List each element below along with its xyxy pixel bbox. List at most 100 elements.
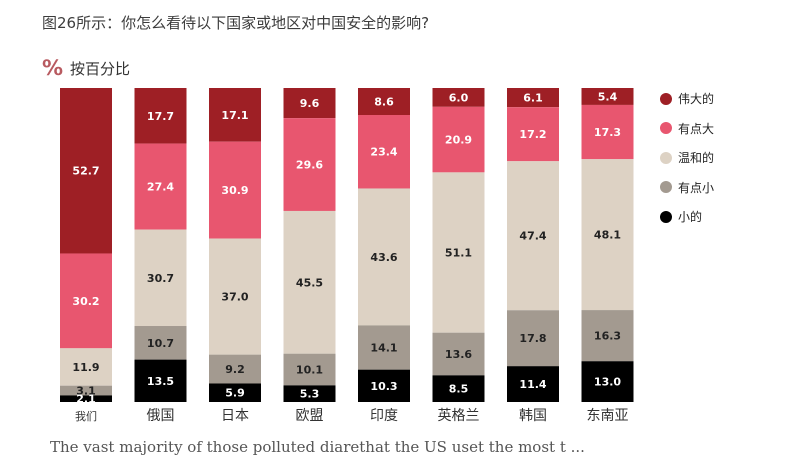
data-label: 10.3 — [370, 380, 397, 393]
legend-swatch-icon — [660, 122, 672, 135]
bar-segment — [209, 354, 261, 384]
legend-item: 有点大 — [660, 114, 714, 144]
data-label: 5.3 — [300, 388, 320, 401]
legend-item: 温和的 — [660, 143, 714, 173]
bar-segment — [358, 115, 410, 189]
legend-label: 小的 — [678, 210, 703, 225]
bar-segment — [134, 359, 187, 402]
legend-label: 温和的 — [678, 151, 715, 166]
footer-text: The vast majority of those polluted diar… — [50, 438, 585, 456]
bar-segment — [358, 88, 410, 116]
bar-segment — [432, 375, 485, 402]
bar-segment — [283, 353, 336, 386]
category-label: 印度 — [370, 408, 398, 424]
bar-segment — [507, 366, 559, 402]
legend-item: 伟大的 — [660, 84, 714, 114]
data-label: 10.7 — [147, 337, 174, 350]
data-label: 17.1 — [221, 109, 248, 122]
bar-segment — [60, 88, 112, 254]
chart-legend: 伟大的 有点大 温和的 有点小 小的 — [660, 84, 714, 232]
bar-segment — [283, 88, 336, 119]
data-label: 11.4 — [519, 378, 546, 391]
bar-segment — [60, 253, 112, 349]
percent-icon: % — [42, 56, 64, 80]
data-label: 17.8 — [519, 332, 546, 345]
data-label: 5.4 — [598, 90, 618, 103]
bar-segment — [507, 161, 559, 311]
data-label: 3.1 — [76, 385, 96, 398]
data-label: 29.6 — [296, 159, 323, 172]
bar-segment — [507, 107, 559, 162]
legend-swatch-icon — [660, 210, 672, 223]
data-label: 5.9 — [225, 387, 245, 400]
bar-segment — [134, 143, 187, 230]
bar-segment — [209, 238, 261, 355]
data-label: 2.1 — [76, 393, 96, 406]
bar-segment — [209, 383, 261, 402]
legend-label: 伟大的 — [678, 92, 715, 107]
data-label: 30.7 — [147, 272, 174, 285]
data-label: 48.1 — [594, 229, 621, 242]
data-label: 47.4 — [519, 230, 546, 243]
data-label: 16.3 — [594, 330, 621, 343]
bar-segment — [432, 88, 485, 107]
bar-segment — [432, 172, 485, 333]
data-label: 8.5 — [449, 383, 469, 396]
data-label: 27.4 — [147, 181, 174, 194]
bar-segment — [209, 141, 261, 239]
data-label: 9.6 — [300, 97, 320, 110]
data-label: 10.1 — [296, 364, 323, 377]
data-label: 13.5 — [147, 375, 174, 388]
bar-segment — [134, 326, 187, 360]
legend-item: 有点小 — [660, 173, 714, 203]
bar-segment — [581, 361, 634, 402]
bar-segment — [432, 106, 485, 173]
bar-segment — [507, 88, 559, 108]
bar-segment — [60, 348, 112, 386]
bar-segment — [134, 229, 187, 327]
data-label: 30.9 — [221, 184, 248, 197]
data-label: 11.9 — [72, 361, 99, 374]
bar-segment — [358, 325, 410, 370]
data-label: 17.3 — [594, 126, 621, 139]
category-label: 东南亚 — [587, 408, 629, 424]
legend-swatch-icon — [660, 181, 672, 194]
unit-label: 按百分比 — [70, 60, 131, 78]
data-label: 6.0 — [449, 91, 469, 104]
bar-segment — [283, 385, 336, 402]
bar-segment — [209, 88, 261, 142]
bar-segment — [581, 159, 634, 311]
data-label: 43.6 — [370, 251, 397, 264]
bar-segment — [507, 310, 559, 367]
data-label: 23.4 — [370, 146, 397, 159]
data-label: 6.1 — [523, 92, 543, 105]
data-label: 8.6 — [374, 96, 394, 109]
bar-segment — [60, 385, 112, 396]
data-label: 30.2 — [72, 295, 99, 308]
bar-segment — [283, 118, 336, 211]
bar-segment — [432, 332, 485, 376]
category-label: 英格兰 — [438, 407, 480, 424]
data-label: 45.5 — [296, 276, 323, 289]
data-label: 13.0 — [594, 376, 621, 389]
data-label: 9.2 — [225, 363, 245, 376]
data-label: 37.0 — [221, 291, 248, 304]
category-label: 韩国 — [519, 408, 547, 424]
chart-title: 图26所示：你怎么看待以下国家或地区对中国安全的影响? — [42, 14, 430, 32]
data-label: 51.1 — [445, 247, 472, 260]
data-label: 13.6 — [445, 348, 472, 361]
data-label: 20.9 — [445, 134, 472, 147]
legend-label: 有点大 — [678, 121, 715, 136]
category-label: 俄国 — [147, 408, 175, 424]
bar-segment — [581, 88, 634, 105]
bar-segment — [134, 88, 187, 144]
bar-segment — [581, 104, 634, 160]
legend-item: 小的 — [660, 202, 714, 232]
data-label: 14.1 — [370, 342, 397, 355]
legend-label: 有点小 — [678, 180, 715, 195]
bar-segment — [358, 188, 410, 326]
bar-segment — [60, 395, 112, 402]
data-label: 17.7 — [147, 110, 174, 123]
data-label: 52.7 — [72, 165, 99, 178]
